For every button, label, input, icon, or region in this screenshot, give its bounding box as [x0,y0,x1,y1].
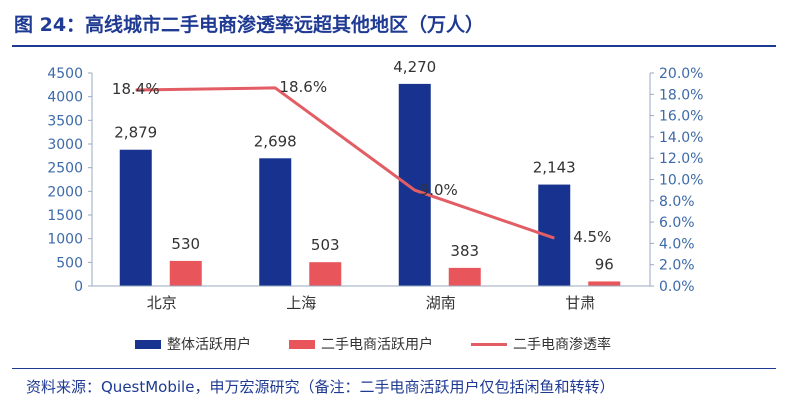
rate-label: 9.0% [420,181,458,199]
left-tick-label: 2000 [47,184,83,200]
legend-swatch-rate [471,342,507,346]
rate-line-group: 18.4% 18.6% 9.0% 4.5% [112,78,611,246]
right-axis: 0.0% 2.0% 4.0% 6.0% 8.0% 10.0% 12.0% 14.0% 16.0%… [649,66,703,295]
right-tick-label: 16.0% [659,109,703,125]
left-tick-label: 500 [56,255,83,271]
bar-secondhand-label: 530 [171,235,200,253]
left-tick-label: 4000 [47,90,83,106]
bar-overall-label: 2,143 [533,159,576,177]
legend-swatch-secondhand [289,339,315,349]
right-tick-label: 12.0% [659,151,703,167]
rate-point [414,189,416,191]
rate-line [135,86,555,240]
right-tick-label: 20.0% [659,66,703,82]
rate-point [135,89,137,91]
rate-point [553,237,555,239]
right-tick-label: 10.0% [659,173,703,189]
right-tick-label: 18.0% [659,87,703,103]
x-tick-label: 上海 [286,294,316,312]
legend-label-overall: 整体活跃用户 [167,337,251,353]
legend-label-secondhand: 二手电商活跃用户 [321,337,433,353]
left-tick-label: 2500 [47,161,83,177]
bar-secondhand-label: 503 [311,236,340,254]
bar-secondhand [588,281,621,286]
bar-overall [119,149,152,286]
left-tick-label: 1500 [47,208,83,224]
left-axis: 0 500 1000 1500 2000 2500 3000 3500 4000 4500 [47,66,93,295]
left-tick-label: 4500 [47,66,83,82]
bar-secondhand [169,260,202,286]
bar-overall [259,158,292,286]
legend-item-rate: 二手电商渗透率 [471,334,611,354]
left-tick-label: 3000 [47,137,83,153]
right-tick-label: 4.0% [659,236,695,252]
legend-item-overall: 整体活跃用户 [135,334,251,354]
left-tick-label: 0 [74,279,83,295]
source-rule [12,368,776,369]
bar-secondhand-label: 96 [595,255,614,273]
legend-item-secondhand: 二手电商活跃用户 [289,334,433,354]
right-tick-label: 14.0% [659,130,703,146]
x-tick-label: 甘肃 [565,294,595,312]
bar-group: 2,879 530 2,698 503 4,270 383 2,143 96 [114,58,621,287]
rate-label: 18.4% [112,80,160,98]
figure-title: 图 24：高线城市二手电商渗透率远超其他地区（万人） [14,14,485,36]
bar-secondhand [448,267,481,286]
right-tick-label: 8.0% [659,194,695,210]
source-note: 资料来源：QuestMobile，申万宏源研究（备注：二手电商活跃用户仅包括闲鱼… [26,378,615,396]
rate-point [274,87,276,89]
bar-overall [398,83,431,287]
chart: 0 500 1000 1500 2000 2500 3000 3500 4000 4500 0.0… [47,58,703,312]
legend: 整体活跃用户 二手电商活跃用户 二手电商渗透率 [135,334,649,354]
x-tick-label: 湖南 [426,294,456,312]
bar-secondhand-label: 383 [450,242,479,260]
bar-overall-label: 2,879 [114,124,157,142]
right-tick-label: 2.0% [659,258,695,274]
title-rule [12,45,776,47]
bar-secondhand [309,262,342,286]
right-tick-label: 0.0% [659,279,695,295]
bar-overall-label: 4,270 [393,58,436,76]
right-tick-label: 6.0% [659,215,695,231]
x-tick-label: 北京 [147,294,177,312]
x-axis-labels: 北京 上海 湖南 甘肃 [92,285,650,312]
legend-swatch-overall [135,339,161,349]
bar-overall-label: 2,698 [254,132,297,150]
rate-label: 4.5% [573,228,611,246]
left-tick-label: 1000 [47,232,83,248]
left-tick-label: 3500 [47,113,83,129]
rate-label: 18.6% [279,78,327,96]
legend-label-rate: 二手电商渗透率 [513,337,611,353]
